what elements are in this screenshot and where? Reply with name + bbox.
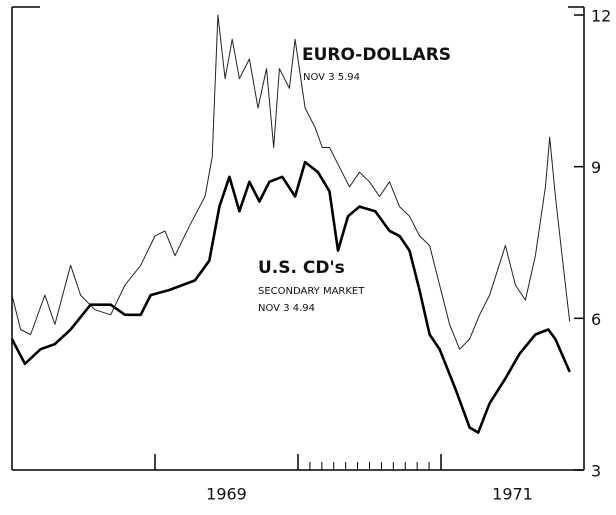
- y-tick-label: 3: [591, 462, 601, 481]
- annotation: NOV 3 4.94: [258, 303, 315, 314]
- annotation: NOV 3 5.94: [303, 72, 360, 83]
- series-line: [11, 14, 571, 350]
- series-line: [10, 160, 571, 434]
- x-tick-label: 1971: [492, 485, 533, 504]
- annotation: EURO-DOLLARS: [302, 45, 451, 65]
- x-tick-label: 1969: [206, 485, 247, 504]
- y-tick-label: 6: [591, 310, 601, 329]
- annotation: SECONDARY MARKET: [258, 286, 365, 297]
- y-tick-label: 9: [591, 158, 601, 177]
- annotation: U.S. CD's: [258, 258, 345, 278]
- y-tick-label: 12: [591, 7, 611, 26]
